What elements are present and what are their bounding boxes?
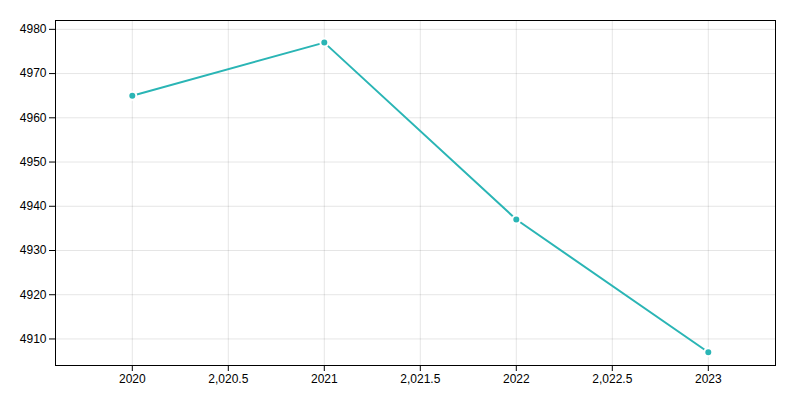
svg-text:2,020.5: 2,020.5 <box>208 372 248 386</box>
svg-text:4910: 4910 <box>20 332 47 346</box>
svg-text:4930: 4930 <box>20 243 47 257</box>
svg-text:4970: 4970 <box>20 66 47 80</box>
svg-text:4950: 4950 <box>20 155 47 169</box>
svg-text:2021: 2021 <box>311 372 338 386</box>
svg-text:2,021.5: 2,021.5 <box>400 372 440 386</box>
svg-text:4980: 4980 <box>20 22 47 36</box>
svg-text:4960: 4960 <box>20 111 47 125</box>
svg-text:2020: 2020 <box>119 372 146 386</box>
svg-text:2022: 2022 <box>503 372 530 386</box>
svg-text:2,022.5: 2,022.5 <box>592 372 632 386</box>
svg-text:4920: 4920 <box>20 288 47 302</box>
svg-text:2023: 2023 <box>695 372 722 386</box>
svg-text:4940: 4940 <box>20 199 47 213</box>
